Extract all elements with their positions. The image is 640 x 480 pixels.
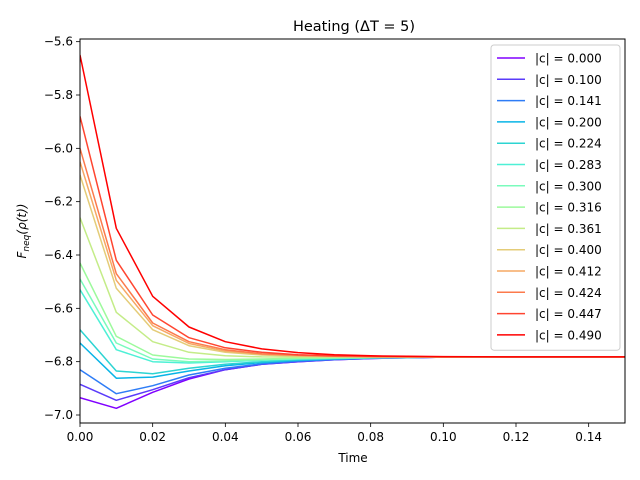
y-tick-label: −6.6 [44, 301, 73, 315]
legend-label: |c| = 0.300 [535, 179, 602, 193]
x-axis: 0.00 0.02 0.04 0.06 0.08 0.10 0.12 0.14 [67, 423, 602, 444]
x-tick-label: 0.04 [212, 430, 239, 444]
legend-label: |c| = 0.000 [535, 52, 602, 66]
x-axis-label: Time [337, 451, 367, 465]
legend-label: |c| = 0.100 [535, 73, 602, 87]
legend-label: |c| = 0.224 [535, 137, 602, 151]
y-tick-label: −6.8 [44, 355, 73, 369]
legend-label: |c| = 0.141 [535, 94, 602, 108]
legend-label: |c| = 0.447 [535, 307, 602, 321]
legend-label: |c| = 0.400 [535, 243, 602, 257]
x-tick-label: 0.08 [357, 430, 384, 444]
y-axis: −7.0 −6.8 −6.6 −6.4 −6.2 −6.0 −5.8 −5.6 [44, 35, 80, 422]
legend-label: |c| = 0.412 [535, 265, 602, 279]
x-tick-label: 0.02 [139, 430, 166, 444]
legend-label: |c| = 0.200 [535, 115, 602, 129]
x-tick-label: 0.00 [67, 430, 94, 444]
x-tick-label: 0.14 [575, 430, 602, 444]
legend-box [490, 44, 621, 351]
x-tick-label: 0.10 [430, 430, 457, 444]
plot-frame [79, 38, 626, 424]
legend-label: |c| = 0.361 [535, 222, 602, 236]
chart-title: Heating (ΔT = 5) [293, 19, 415, 35]
y-tick-label: −5.8 [44, 88, 73, 102]
legend-label: |c| = 0.316 [535, 201, 602, 215]
plot-area [80, 54, 625, 410]
y-tick-label: −7.0 [44, 408, 73, 422]
y-tick-label: −6.2 [44, 195, 73, 209]
legend-label: |c| = 0.424 [535, 286, 602, 300]
y-tick-label: −6.0 [44, 141, 73, 155]
y-axis-label: Fneq(ρ(t)) [15, 204, 32, 259]
y-tick-label: −6.4 [44, 248, 73, 262]
x-tick-label: 0.12 [503, 430, 530, 444]
legend-label: |c| = 0.490 [535, 328, 602, 342]
y-tick-label: −5.6 [44, 35, 73, 49]
series-line-13 [80, 54, 625, 358]
x-tick-label: 0.06 [285, 430, 312, 444]
legend: |c| = 0.000 |c| = 0.100 |c| = 0.141 |c| = 0… [490, 44, 621, 351]
series-line-1 [80, 356, 625, 402]
legend-label: |c| = 0.283 [535, 158, 602, 172]
